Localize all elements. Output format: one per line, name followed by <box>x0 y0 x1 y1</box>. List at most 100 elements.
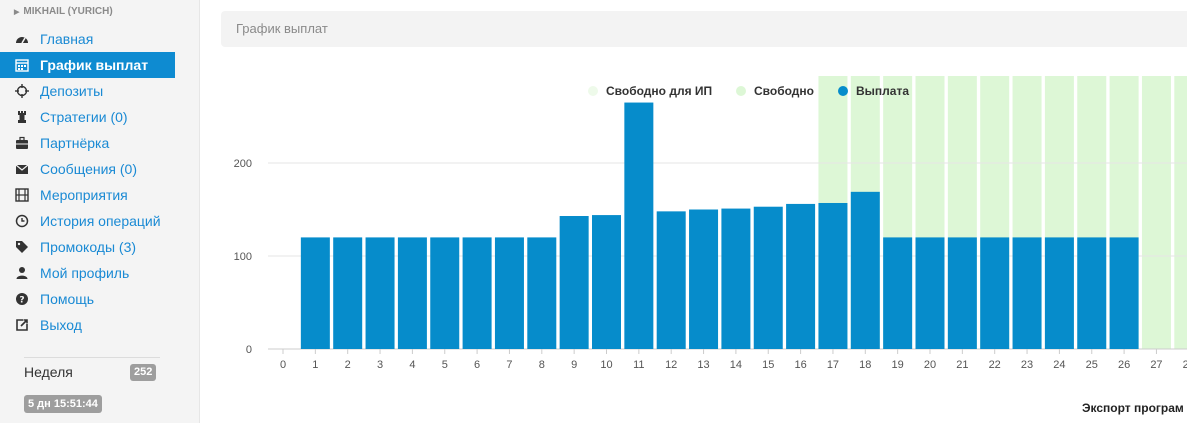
menu-item-payout-schedule[interactable]: График выплат <box>0 52 175 78</box>
bar-9[interactable] <box>559 216 589 349</box>
tag-icon <box>15 240 29 254</box>
legend-label-free-ip[interactable]: Свободно для ИП <box>606 84 712 98</box>
menu-item-label: Промокоды (3) <box>40 239 137 255</box>
bar-18[interactable] <box>850 191 880 349</box>
x-tick-label-11: 11 <box>633 359 644 371</box>
bar-24[interactable] <box>1044 237 1074 349</box>
payout-chart: 0 1 2 3 4 5 6 7 8 9 10 11 12 13 14 15 16 17 18 19 20 21 22 23 24… <box>234 76 1187 371</box>
bars <box>300 102 1139 350</box>
clock-icon <box>15 214 29 228</box>
user-name: MIKHAIL (YURICH) <box>23 6 113 17</box>
y-tick-label-200: 200 <box>234 158 252 170</box>
legend-label-payout[interactable]: Выплата <box>856 84 909 98</box>
menu-item-partners[interactable]: Партнёрка <box>0 130 175 156</box>
menu-item-home[interactable]: Главная <box>0 26 175 52</box>
x-tick-label-22: 22 <box>989 359 1001 371</box>
x-tick-label-27: 27 <box>1150 359 1162 371</box>
briefcase-icon <box>15 136 29 150</box>
x-tick-label-25: 25 <box>1086 359 1098 371</box>
sidebar: ▶ MIKHAIL (YURICH) Главная График выплат … <box>0 0 200 423</box>
envelope-icon <box>15 162 29 176</box>
menu-item-logout[interactable]: Выход <box>0 312 175 338</box>
menu-item-promocodes[interactable]: Промокоды (3) <box>0 234 175 260</box>
bar-23[interactable] <box>1012 237 1042 349</box>
export-link[interactable]: Экспорт програм <box>1082 401 1184 415</box>
bar-20[interactable] <box>915 237 945 349</box>
x-tick-label-28: 28 <box>1183 359 1187 371</box>
bar-19[interactable] <box>883 237 913 349</box>
menu-item-messages[interactable]: Сообщения (0) <box>0 156 175 182</box>
x-tick-label-5: 5 <box>442 359 448 371</box>
film-icon <box>15 188 29 202</box>
menu-item-events[interactable]: Мероприятия <box>0 182 175 208</box>
caret-right-icon: ▶ <box>14 9 20 16</box>
x-tick-label-10: 10 <box>600 359 612 371</box>
crosshairs-icon <box>15 84 29 98</box>
x-tick-label-0: 0 <box>280 359 286 371</box>
menu-item-label: Партнёрка <box>40 135 110 151</box>
bar-21[interactable] <box>947 237 977 349</box>
bar-12[interactable] <box>656 211 686 349</box>
legend-swatch-payout <box>838 86 848 96</box>
bar-16[interactable] <box>786 203 816 349</box>
menu-item-label: История операций <box>40 213 161 229</box>
x-tick-label-15: 15 <box>762 359 774 371</box>
user-icon <box>15 266 29 280</box>
bar-6[interactable] <box>462 237 492 349</box>
menu-item-profile[interactable]: Мой профиль <box>0 260 175 286</box>
breadcrumb: График выплат <box>221 11 1187 47</box>
bar-4[interactable] <box>397 237 427 349</box>
x-tick-label-1: 1 <box>312 359 318 371</box>
legend-swatch-free-ip <box>588 86 598 96</box>
menu-item-label: Помощь <box>40 291 95 307</box>
legend-label-free[interactable]: Свободно <box>754 84 814 98</box>
y-tick-label-0: 0 <box>246 344 252 356</box>
bar-2[interactable] <box>333 237 363 349</box>
x-tick-label-14: 14 <box>730 359 742 371</box>
svg-text:?: ? <box>19 296 24 306</box>
bar-10[interactable] <box>592 215 621 349</box>
user-menu-toggle[interactable]: ▶ MIKHAIL (YURICH) <box>0 0 200 24</box>
free-band-27 <box>1141 76 1171 349</box>
x-tick-label-23: 23 <box>1021 359 1033 371</box>
menu-item-label: График выплат <box>40 57 149 73</box>
x-tick-label-13: 13 <box>697 359 709 371</box>
x-tick-label-7: 7 <box>506 359 512 371</box>
menu-item-label: Главная <box>40 31 94 47</box>
sidebar-divider <box>24 357 160 358</box>
x-tick-label-26: 26 <box>1118 359 1130 371</box>
menu-item-help[interactable]: ? Помощь <box>0 286 175 312</box>
external-link-icon <box>15 318 29 332</box>
legend: Свободно для ИП Свободно Выплата <box>588 84 909 98</box>
bar-22[interactable] <box>980 237 1010 349</box>
menu-item-label: Стратегии (0) <box>40 109 128 125</box>
question-icon: ? <box>15 292 29 306</box>
menu-item-deposits[interactable]: Депозиты <box>0 78 175 104</box>
bar-8[interactable] <box>527 237 557 349</box>
x-tick-label-3: 3 <box>377 359 383 371</box>
dashboard-icon <box>15 32 29 46</box>
bar-5[interactable] <box>430 237 460 349</box>
x-tick-label-19: 19 <box>892 359 904 371</box>
bar-13[interactable] <box>689 209 719 350</box>
bar-15[interactable] <box>753 206 783 349</box>
bar-25[interactable] <box>1077 237 1107 349</box>
x-tick-label-12: 12 <box>665 359 677 371</box>
menu-item-strategies[interactable]: Стратегии (0) <box>0 104 175 130</box>
bar-3[interactable] <box>365 237 395 349</box>
bar-7[interactable] <box>494 237 524 349</box>
x-tick-label-4: 4 <box>409 359 415 371</box>
x-tick-label-21: 21 <box>956 359 968 371</box>
menu-item-label: Выход <box>40 317 82 333</box>
bar-26[interactable] <box>1109 237 1139 349</box>
menu-item-history[interactable]: История операций <box>0 208 175 234</box>
y-axis: 0 100 200 <box>234 158 252 356</box>
bar-14[interactable] <box>721 208 751 349</box>
bar-17[interactable] <box>818 202 848 349</box>
week-label: Неделя <box>24 364 73 380</box>
x-tick-label-24: 24 <box>1053 359 1065 371</box>
bar-1[interactable] <box>300 237 330 349</box>
menu-item-label: Мой профиль <box>40 265 130 281</box>
bar-11[interactable] <box>624 102 654 349</box>
x-tick-label-8: 8 <box>539 359 545 371</box>
